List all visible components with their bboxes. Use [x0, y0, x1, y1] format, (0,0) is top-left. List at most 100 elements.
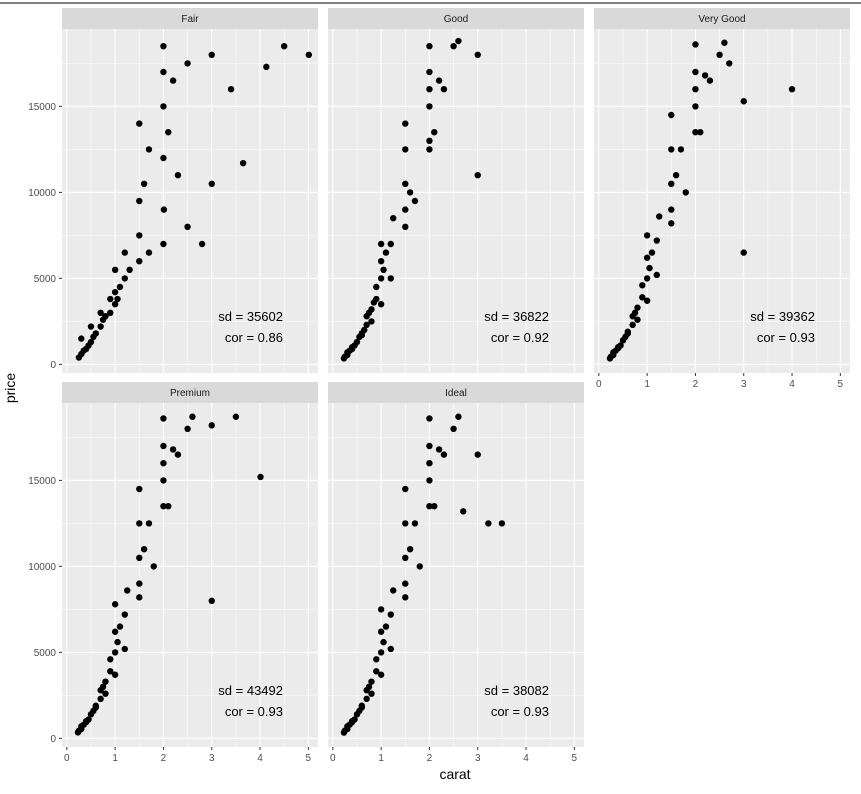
data-point — [280, 43, 288, 50]
x-tick-label: 3 — [741, 379, 747, 390]
data-point — [97, 695, 104, 703]
x-tick-label: 0 — [330, 753, 336, 764]
data-point — [402, 120, 409, 127]
data-point — [726, 60, 733, 67]
data-point — [363, 695, 370, 703]
data-point — [160, 442, 167, 450]
sd-annotation: sd = 36822 — [484, 309, 549, 324]
data-point — [474, 451, 481, 458]
sd-annotation: sd = 43492 — [218, 683, 283, 698]
data-point — [692, 41, 699, 48]
data-point — [136, 232, 143, 239]
facet-panel-fair: Fair sd = 35602 cor = 0.86 0 5000 10000 15000 — [28, 8, 318, 373]
data-point — [353, 338, 361, 346]
data-point — [377, 671, 385, 678]
data-point — [92, 704, 100, 711]
data-point — [426, 146, 433, 153]
data-point — [788, 86, 796, 93]
data-point — [614, 344, 622, 351]
data-point — [380, 266, 387, 273]
data-point — [716, 51, 723, 58]
data-point — [208, 180, 215, 187]
data-point — [160, 43, 167, 50]
data-point — [643, 297, 651, 304]
y-tick-label: 5000 — [34, 274, 57, 285]
y-axis-label: price — [2, 373, 18, 404]
data-point — [426, 86, 433, 93]
data-point — [121, 275, 128, 282]
data-point — [136, 520, 143, 527]
data-point — [107, 656, 114, 663]
data-point — [634, 316, 641, 323]
data-point — [169, 77, 177, 84]
data-point — [114, 295, 121, 303]
data-point — [692, 103, 699, 110]
data-point — [697, 129, 704, 136]
cor-annotation: cor = 0.93 — [757, 330, 815, 345]
data-point — [656, 213, 663, 220]
data-point — [126, 266, 133, 273]
data-point — [402, 580, 409, 587]
data-point — [116, 623, 124, 630]
data-point — [498, 520, 506, 527]
data-point — [380, 638, 387, 646]
data-point — [160, 103, 167, 110]
y-tick-label: 15000 — [28, 476, 56, 487]
data-point — [668, 146, 675, 153]
facet-strip — [328, 8, 584, 29]
data-point — [377, 606, 385, 613]
data-point — [160, 206, 168, 213]
x-tick-label: 3 — [209, 753, 215, 764]
data-point — [390, 587, 397, 594]
data-point — [402, 146, 409, 153]
data-point — [629, 321, 636, 329]
data-point — [160, 240, 167, 248]
x-tick-label: 2 — [427, 753, 433, 764]
data-point — [643, 254, 651, 261]
data-point — [150, 563, 157, 570]
data-point — [677, 146, 685, 153]
data-point — [107, 668, 114, 675]
x-tick-label: 1 — [378, 753, 384, 764]
data-point — [377, 649, 385, 656]
data-point — [87, 323, 95, 330]
data-point — [232, 413, 240, 420]
facet-strip-label: Very Good — [698, 14, 745, 25]
data-point — [387, 611, 394, 618]
sd-annotation: sd = 38082 — [484, 683, 549, 698]
data-point — [639, 282, 646, 289]
data-point — [426, 68, 433, 76]
data-point — [97, 309, 104, 316]
data-point — [102, 313, 109, 320]
data-point — [111, 266, 119, 273]
data-point — [136, 485, 143, 493]
data-point — [402, 206, 409, 213]
y-tick-label: 0 — [50, 360, 56, 371]
data-point — [121, 249, 128, 256]
facet-panel-very-good: Very Good sd = 39362 cor = 0.93 0 1 2 3 4 5 — [594, 8, 850, 390]
data-point — [431, 129, 438, 136]
data-point — [426, 477, 433, 484]
panel-background — [594, 29, 850, 373]
data-point — [701, 72, 709, 79]
cor-annotation: cor = 0.92 — [491, 330, 549, 345]
data-point — [184, 223, 191, 230]
data-point — [140, 180, 148, 187]
data-point — [390, 215, 397, 222]
data-point — [365, 683, 373, 690]
data-point — [643, 232, 651, 239]
data-point — [189, 413, 196, 420]
data-point — [263, 63, 270, 71]
data-point — [440, 86, 448, 93]
x-tick-label: 5 — [838, 379, 844, 390]
x-axis-label: carat — [439, 766, 470, 782]
x-tick-label: 2 — [693, 379, 699, 390]
cor-annotation: cor = 0.93 — [225, 704, 283, 719]
data-point — [184, 60, 191, 67]
x-tick-label: 1 — [112, 753, 118, 764]
data-point — [402, 180, 409, 187]
data-point — [348, 718, 356, 725]
data-point — [165, 503, 172, 510]
